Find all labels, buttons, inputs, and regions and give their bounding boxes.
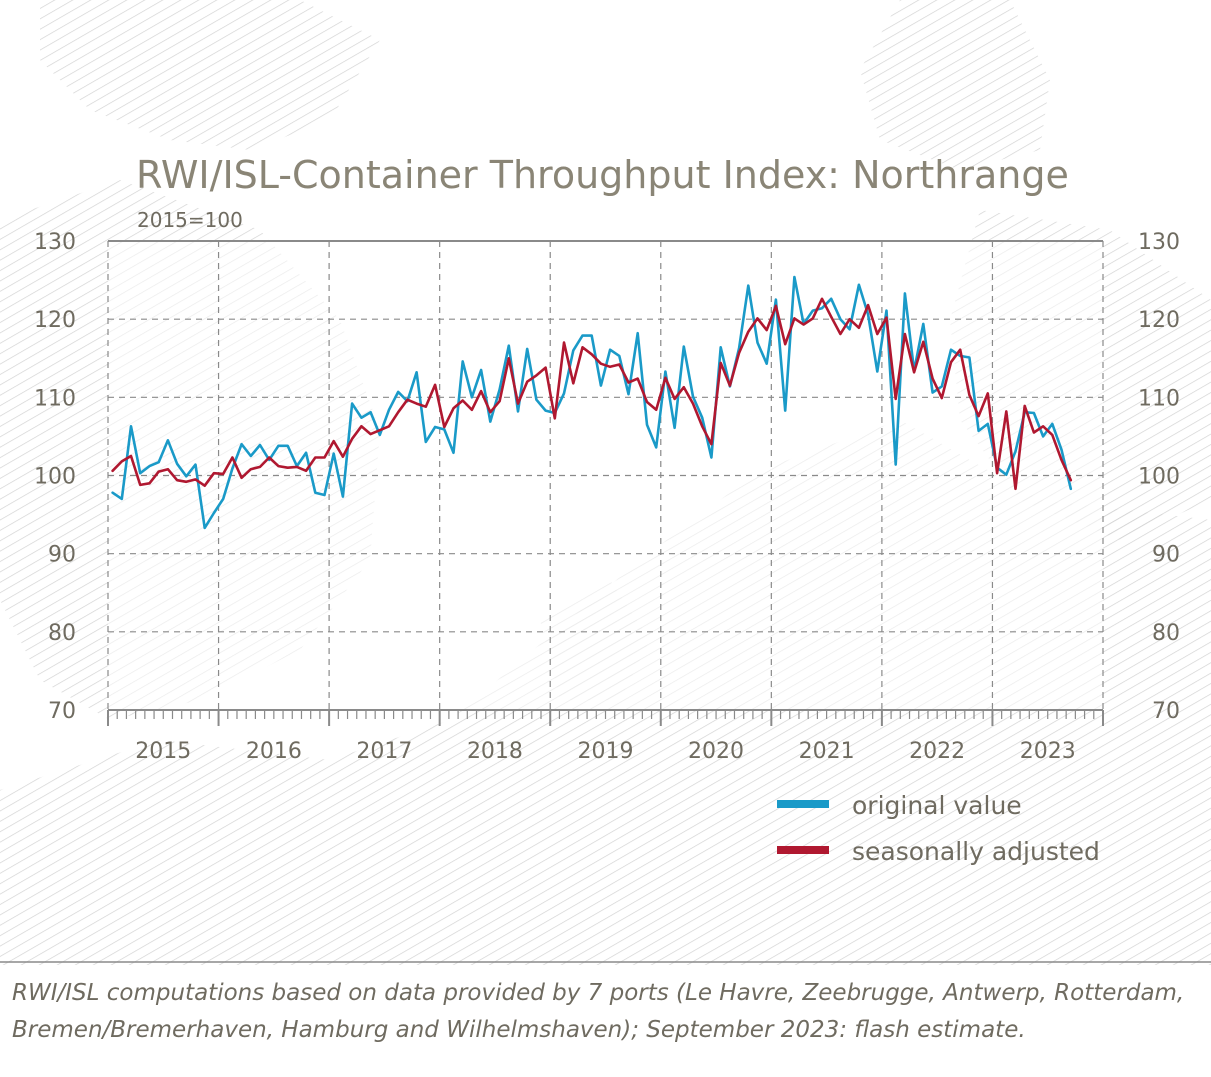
y-tick-label-right: 90 <box>1152 543 1180 568</box>
y-tick-label-right: 100 <box>1138 465 1180 490</box>
legend-swatch-seasonal <box>777 846 829 854</box>
y-tick-label-right: 120 <box>1138 308 1180 333</box>
series-line-original <box>111 275 1073 530</box>
chart-title: RWI/ISL-Container Throughput Index: Nort… <box>136 153 1069 197</box>
y-tick-label-left: 70 <box>48 699 76 724</box>
y-tick-label-left: 110 <box>34 386 76 411</box>
y-tick-label-right: 70 <box>1152 699 1180 724</box>
chart-subtitle: 2015=100 <box>137 208 243 232</box>
x-tick-label: 2017 <box>356 739 412 764</box>
x-tick-label: 2022 <box>909 739 965 764</box>
y-tick-label-right: 130 <box>1138 230 1180 255</box>
x-tick-label: 2020 <box>688 739 744 764</box>
series-line-seasonal <box>111 297 1073 491</box>
x-tick-label: 2016 <box>246 739 302 764</box>
source-note: RWI/ISL computations based on data provi… <box>12 980 1185 1043</box>
legend-label-seasonal: seasonally adjusted <box>852 837 1100 866</box>
y-tick-label-right: 80 <box>1152 621 1180 646</box>
y-tick-label-right: 110 <box>1138 386 1180 411</box>
y-tick-label-left: 80 <box>48 621 76 646</box>
x-tick-label: 2023 <box>1020 739 1076 764</box>
x-tick-label: 2015 <box>135 739 191 764</box>
y-tick-label-left: 90 <box>48 543 76 568</box>
legend-swatch-original <box>777 800 829 808</box>
x-tick-label: 2019 <box>578 739 634 764</box>
legend: original value seasonally adjusted <box>777 791 1100 866</box>
x-tick-label: 2018 <box>467 739 523 764</box>
y-tick-label-left: 100 <box>34 465 76 490</box>
chart: RWI/ISL-Container Throughput Index: Nort… <box>0 0 1211 965</box>
x-tick-label: 2021 <box>799 739 855 764</box>
y-tick-label-left: 130 <box>34 230 76 255</box>
legend-label-original: original value <box>852 791 1022 820</box>
y-tick-label-left: 120 <box>34 308 76 333</box>
